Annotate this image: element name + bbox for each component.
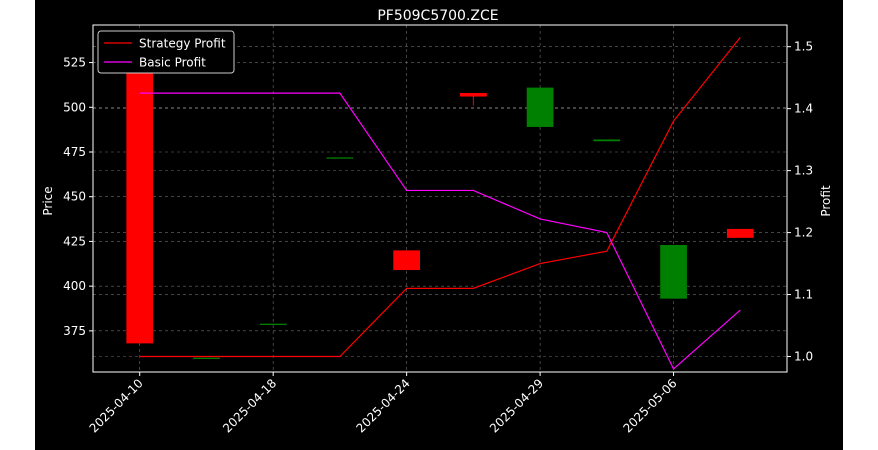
candle-body-7 (593, 139, 621, 142)
x-tick-label-2: 2025-04-24 (354, 376, 413, 435)
legend-label-strategy-profit: Strategy Profit (139, 37, 226, 51)
candle-body-2 (259, 323, 287, 326)
y-tick-label-right-3: 1.3 (794, 164, 813, 178)
y-tick-label-left-0: 375 (63, 324, 86, 338)
plot-frame (92, 24, 788, 373)
x-tick-label-1: 2025-04-18 (220, 376, 279, 435)
candle-body-1 (193, 357, 220, 359)
candles (126, 57, 754, 359)
y-axis-label-left: Price (41, 186, 55, 215)
legend-label-basic-profit: Basic Profit (139, 56, 206, 70)
y-tick-label-left-3: 450 (63, 190, 86, 204)
candlestick-profit-chart: PF509C5700.ZCE 375 400 425 450 475 500 525 1.0 1… (41, 8, 833, 436)
candle-body-4 (393, 250, 420, 271)
y-tick-label-left-4: 475 (63, 145, 86, 159)
chart-title: PF509C5700.ZCE (377, 8, 498, 24)
legend: Strategy Profit Basic Profit (97, 30, 235, 74)
series-line-strategy-profit (139, 37, 741, 358)
figure: PF509C5700.ZCE 375 400 425 450 475 500 525 1.0 1… (35, 0, 843, 450)
candle-body-5 (460, 92, 487, 97)
x-tick-label-0: 2025-04-10 (87, 376, 146, 435)
x-tick-label-3: 2025-04-29 (487, 376, 546, 435)
y-tick-label-right-2: 1.2 (794, 226, 813, 240)
x-tick-label-4: 2025-05-06 (620, 376, 679, 435)
y-tick-label-right-4: 1.4 (794, 102, 813, 116)
y-tick-label-right-0: 1.0 (794, 350, 813, 364)
y-tick-label-left-1: 400 (63, 279, 86, 293)
y-tick-label-left-6: 525 (63, 56, 86, 70)
y-tick-label-right-1: 1.1 (794, 288, 813, 302)
series-line-basic-profit (139, 92, 741, 370)
grid (93, 25, 787, 372)
y-axis-label-right: Profit (819, 185, 833, 217)
candle-body-6 (526, 87, 554, 127)
y-tick-label-left-5: 500 (63, 100, 86, 114)
candle-body-0 (126, 57, 154, 344)
y-tick-label-right-5: 1.5 (794, 40, 813, 54)
axes: 375 400 425 450 475 500 525 1.0 1.1 1.2 1.3 1.4 1.5 2… (63, 40, 813, 436)
candle-body-3 (326, 157, 354, 159)
candle-body-8 (660, 245, 687, 299)
y-tick-label-left-2: 425 (63, 234, 86, 248)
candle-body-9 (726, 228, 754, 238)
profit-lines (139, 37, 741, 370)
